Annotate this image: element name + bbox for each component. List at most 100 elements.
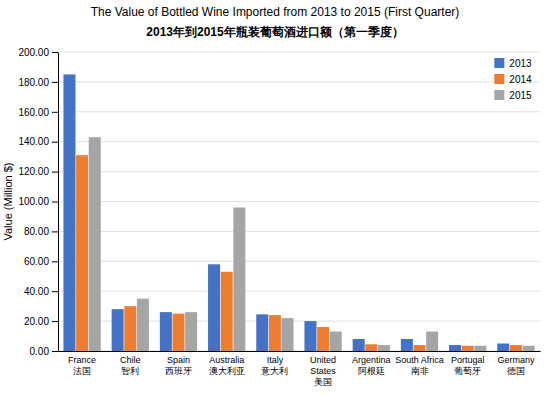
bar [304,321,316,351]
legend-swatch [494,58,504,68]
tick-label: France法国 [68,355,96,376]
legend-item: 2014 [494,74,532,85]
bar [137,299,149,351]
tick-label: 180.00 [18,77,49,88]
tick-label: Portugal葡萄牙 [451,355,485,376]
tick-label: 200.00 [18,47,49,58]
tick-mark [52,231,58,232]
tick: 20.00 [24,316,58,327]
tick-mark [52,291,58,292]
grid-line [58,291,540,292]
bar [523,346,535,351]
tick-label: Germany德国 [497,355,535,376]
bar [185,312,197,351]
tick-label: 0.00 [30,346,50,357]
tick-label: Italy意大利 [260,355,288,376]
tick-label: 60.00 [24,256,49,267]
bar [256,314,268,351]
tick-label: Spain西班牙 [165,355,192,376]
bar [510,345,522,351]
bar [378,345,390,351]
legend-swatch [494,90,504,100]
plot: 0.00 20.00 40.00 60.00 80.00 100.00 120.00 140.… [2,47,541,387]
legend: 2013 2014 2015 [494,58,532,101]
tick: 60.00 [24,256,58,267]
subtitle: 2013年到2015年瓶装葡萄酒进口额（第一季度） [146,25,403,39]
bar [89,137,101,351]
bar [353,339,365,351]
bar [426,332,438,351]
tick-label: Australia澳大利亚 [209,355,245,376]
bar [401,339,413,351]
title: The Value of Bottled Wine Imported from … [91,5,460,19]
tick-mark [52,321,58,322]
tick-mark [52,142,58,143]
tick-mark [52,52,58,53]
grid-line [58,141,540,142]
tick: Italy意大利 [260,355,288,376]
tick-mark [52,112,58,113]
tick: 180.00 [18,77,58,88]
tick-label: 140.00 [18,136,49,147]
legend-label: 2015 [509,90,532,101]
bar [63,74,75,351]
legend-item: 2013 [494,58,532,69]
bars [63,74,534,351]
tick: Argentina阿根廷 [352,355,391,376]
grid-line [58,52,540,53]
bar [474,346,486,351]
tick: Chile智利 [120,355,141,376]
tick-label: 20.00 [24,316,49,327]
y-axis-title: Value (Million $) [2,162,14,240]
tick-mark [52,351,58,352]
grid-line [58,261,540,262]
bar [282,318,294,351]
tick-label: 120.00 [18,166,49,177]
tick-label: South Africa南非 [395,355,444,376]
tick: Portugal葡萄牙 [451,355,485,376]
tick: UnitedStates美国 [310,355,336,387]
tick-mark [52,261,58,262]
x-axis: France法国 Chile智利 Spain西班牙 Australia澳大利亚 Ital… [59,352,541,387]
axis-line [59,351,541,352]
bar [365,344,377,351]
tick-label: 160.00 [18,107,49,118]
bar [317,327,329,351]
tick-mark [52,202,58,203]
tick-label: Chile智利 [120,355,141,376]
tick: 0.00 [30,346,58,357]
grid [58,52,540,351]
tick: France法国 [68,355,96,376]
tick: 100.00 [18,196,58,207]
bar [112,309,124,351]
bar [330,332,342,351]
axis-line [58,53,59,352]
tick-label: Argentina阿根廷 [352,355,391,376]
tick: 80.00 [24,226,58,237]
tick: 200.00 [18,47,58,58]
tick: 160.00 [18,107,58,118]
tick-mark [52,82,58,83]
tick: Germany德国 [497,355,535,376]
bar [76,155,88,351]
bar-series [76,155,522,351]
tick-label: 100.00 [18,196,49,207]
bar [172,314,184,351]
grid-line [58,231,540,232]
y-axis: 0.00 20.00 40.00 60.00 80.00 100.00 120.00 140.… [18,47,58,357]
tick-label: 40.00 [24,286,49,297]
bar [160,312,172,351]
tick-label: 80.00 [24,226,49,237]
tick-label: UnitedStates美国 [310,355,336,387]
grid-line [58,81,540,82]
grid-line [58,171,540,172]
bar [208,264,220,351]
bar-series [63,74,509,351]
chart: The Value of Bottled Wine Imported from … [0,0,550,401]
bar [221,272,233,351]
legend-swatch [494,74,504,84]
bar [449,345,461,351]
tick: South Africa南非 [395,355,444,376]
tick: 120.00 [18,166,58,177]
tick-mark [52,172,58,173]
